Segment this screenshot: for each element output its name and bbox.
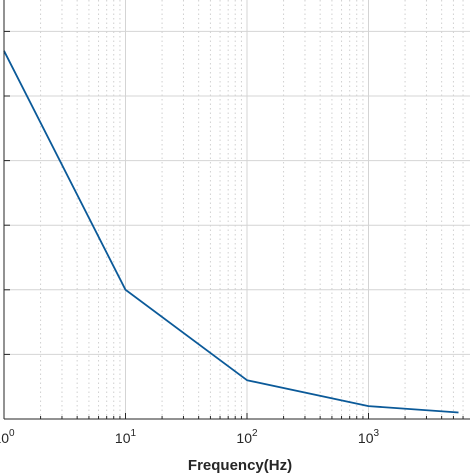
x-axis-title: Frequency(Hz)	[188, 457, 292, 474]
x-tick-label-exponent: 0	[9, 428, 15, 439]
tick-layer	[3, 30, 464, 420]
x-tick-label: 101	[115, 428, 137, 446]
x-tick-label: 100	[0, 428, 15, 446]
x-tick-label-exponent: 2	[252, 428, 258, 439]
x-tick-label-base: 10	[358, 430, 374, 446]
tick-labels: 100101102103	[0, 428, 380, 446]
series-line	[3, 50, 459, 414]
x-tick-label-base: 10	[0, 430, 9, 446]
x-tick-label-base: 10	[236, 430, 252, 446]
x-tick-label-exponent: 3	[374, 428, 380, 439]
x-tick-label: 102	[236, 428, 258, 446]
x-tick-label: 103	[358, 428, 380, 446]
plot-background	[4, 0, 470, 419]
x-tick-label-base: 10	[115, 430, 131, 446]
x-tick-label-exponent: 1	[131, 428, 137, 439]
series-layer	[3, 50, 459, 414]
